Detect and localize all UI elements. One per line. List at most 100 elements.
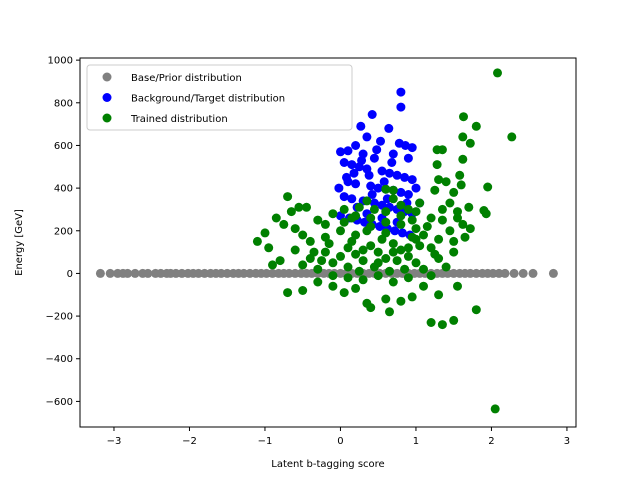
data-point (354, 266, 364, 276)
data-point (396, 296, 406, 306)
data-point (388, 194, 398, 204)
data-point (324, 239, 334, 249)
data-point (548, 268, 558, 278)
data-point (419, 230, 428, 240)
data-point (388, 247, 398, 257)
y-tick-label: 200 (54, 226, 73, 237)
data-point (441, 262, 451, 272)
data-point (339, 217, 349, 227)
data-point (396, 211, 406, 221)
data-point (336, 251, 345, 261)
data-point (385, 307, 394, 317)
data-point (271, 213, 281, 223)
data-point (471, 121, 481, 131)
data-point (465, 138, 475, 148)
data-point (426, 318, 436, 327)
data-point (481, 209, 491, 219)
data-point (407, 292, 417, 302)
data-point (407, 175, 417, 185)
data-point (453, 281, 462, 291)
data-point (400, 264, 410, 274)
data-point (430, 185, 440, 195)
data-point (449, 236, 459, 246)
data-point (339, 288, 349, 298)
data-point (458, 132, 468, 142)
data-point (381, 184, 391, 194)
data-point (313, 277, 323, 287)
data-point (313, 264, 323, 274)
data-point (366, 241, 376, 251)
data-point (339, 204, 349, 214)
data-point (356, 121, 366, 131)
x-tick-label: 2 (488, 436, 494, 447)
data-point (387, 158, 397, 167)
data-point (268, 260, 277, 270)
plot-frame (79, 57, 577, 428)
data-point (390, 226, 400, 236)
data-point (362, 226, 372, 236)
data-point (366, 181, 376, 191)
data-point (328, 209, 338, 219)
data-point (403, 153, 413, 163)
data-point (458, 154, 468, 164)
data-point (493, 68, 502, 78)
data-point (422, 222, 432, 231)
data-point (123, 268, 133, 278)
data-point (403, 251, 413, 261)
data-point (381, 217, 391, 227)
data-point (449, 315, 459, 325)
data-point (449, 247, 459, 257)
data-point (366, 303, 376, 313)
data-point (336, 147, 345, 157)
data-point (349, 168, 359, 178)
data-point (381, 207, 391, 217)
data-point (397, 228, 407, 238)
data-point (458, 219, 468, 229)
data-point (343, 146, 353, 156)
data-point (455, 170, 465, 180)
data-point (396, 102, 406, 112)
data-point (362, 196, 372, 206)
data-point (437, 145, 447, 155)
legend-label-base: Base/Prior distribution (131, 73, 242, 84)
data-point (388, 239, 398, 249)
series-2 (252, 68, 517, 414)
data-point (437, 320, 447, 330)
data-point (260, 228, 270, 238)
legend-marker-base (102, 72, 112, 82)
data-point (95, 268, 105, 278)
data-point (441, 177, 451, 187)
legend-frame (86, 64, 353, 131)
data-point (373, 271, 383, 281)
data-point (373, 247, 383, 257)
data-point (385, 266, 394, 276)
legend-label-background: Background/Target distribution (131, 94, 285, 105)
data-point (437, 215, 447, 225)
data-point (362, 132, 372, 142)
data-point (403, 273, 413, 283)
data-point (351, 249, 361, 259)
data-point (434, 175, 444, 185)
data-point (305, 236, 315, 246)
data-point (384, 123, 394, 133)
data-point (264, 243, 274, 253)
data-point (328, 281, 338, 291)
legend-marker-background (102, 93, 112, 102)
y-tick-label: 0 (67, 269, 73, 280)
data-point (339, 192, 349, 202)
data-point (509, 268, 519, 278)
data-point (283, 192, 293, 202)
data-point (328, 258, 338, 268)
data-point (358, 275, 368, 285)
data-point (403, 190, 413, 199)
data-point (490, 404, 500, 414)
data-point (357, 155, 367, 165)
data-point (320, 219, 330, 229)
data-point (320, 247, 330, 257)
data-point (379, 177, 389, 187)
data-point (354, 202, 364, 212)
data-point (507, 132, 517, 142)
data-point (343, 262, 353, 272)
data-point (419, 281, 428, 291)
x-tick-label: −2 (182, 436, 197, 447)
